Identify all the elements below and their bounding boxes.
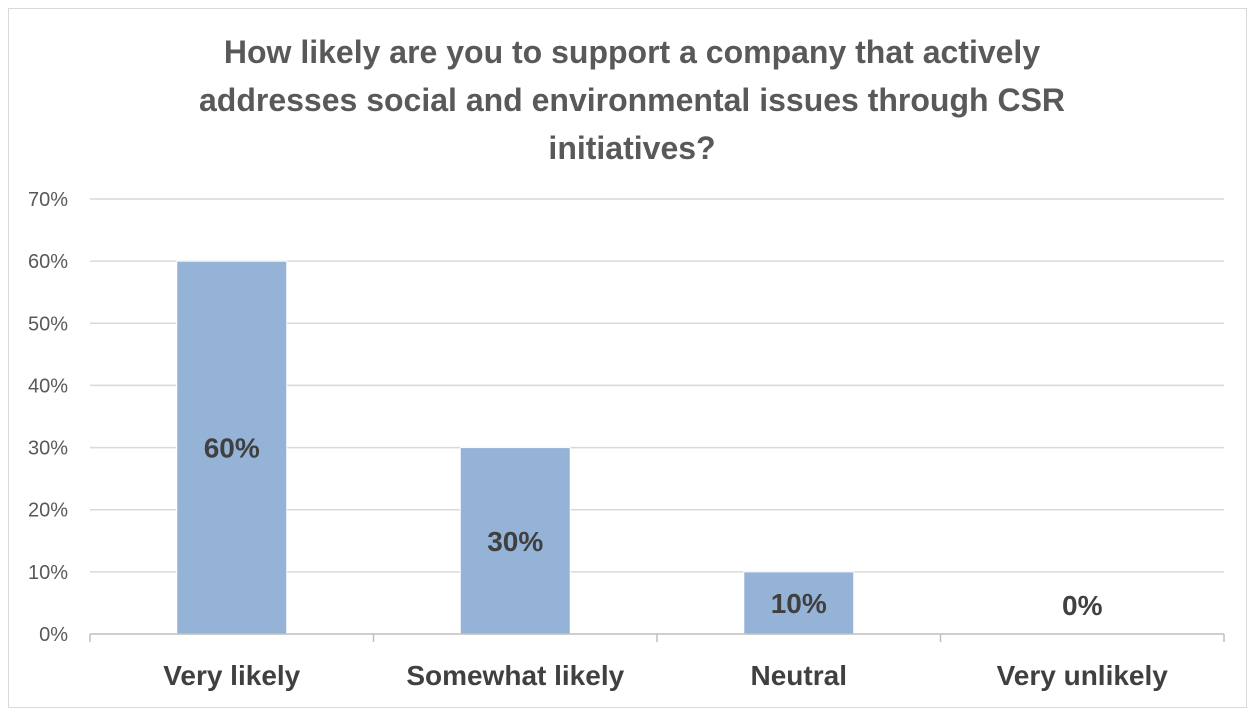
chart-title-line-1: How likely are you to support a company …	[224, 34, 1040, 70]
y-tick-label: 20%	[28, 500, 68, 522]
bar-somewhat-likely	[459, 447, 571, 635]
bars	[176, 260, 855, 635]
y-tick-label: 0%	[39, 624, 68, 646]
y-tick-label: 10%	[28, 562, 68, 584]
data-label: 10%	[771, 588, 827, 619]
y-tick-label: 60%	[28, 251, 68, 273]
category-label: Neutral	[751, 660, 847, 691]
y-tick-label: 70%	[28, 189, 68, 211]
x-axis	[89, 633, 1225, 642]
category-label: Very unlikely	[997, 660, 1169, 691]
data-labels: 60% 30% 10% 0%	[204, 433, 1103, 621]
y-tick-label: 40%	[28, 375, 68, 397]
y-tick-label: 50%	[28, 313, 68, 335]
chart-title-line-3: initiatives?	[548, 130, 715, 166]
y-tick-label: 30%	[28, 438, 68, 460]
bar-very-likely	[176, 260, 288, 635]
bar-neutral	[743, 571, 855, 635]
data-label: 30%	[487, 526, 543, 557]
category-label: Somewhat likely	[406, 660, 624, 691]
chart-title-line-2: addresses social and environmental issue…	[199, 82, 1065, 118]
data-label: 60%	[204, 433, 260, 464]
category-labels: Very likely Somewhat likely Neutral Very un…	[163, 660, 1168, 691]
chart-title: How likely are you to support a company …	[199, 34, 1065, 166]
data-label: 0%	[1062, 590, 1103, 621]
category-label: Very likely	[163, 660, 300, 691]
y-axis-ticks: 0% 10% 20% 30% 40% 50% 60% 70%	[28, 189, 68, 646]
